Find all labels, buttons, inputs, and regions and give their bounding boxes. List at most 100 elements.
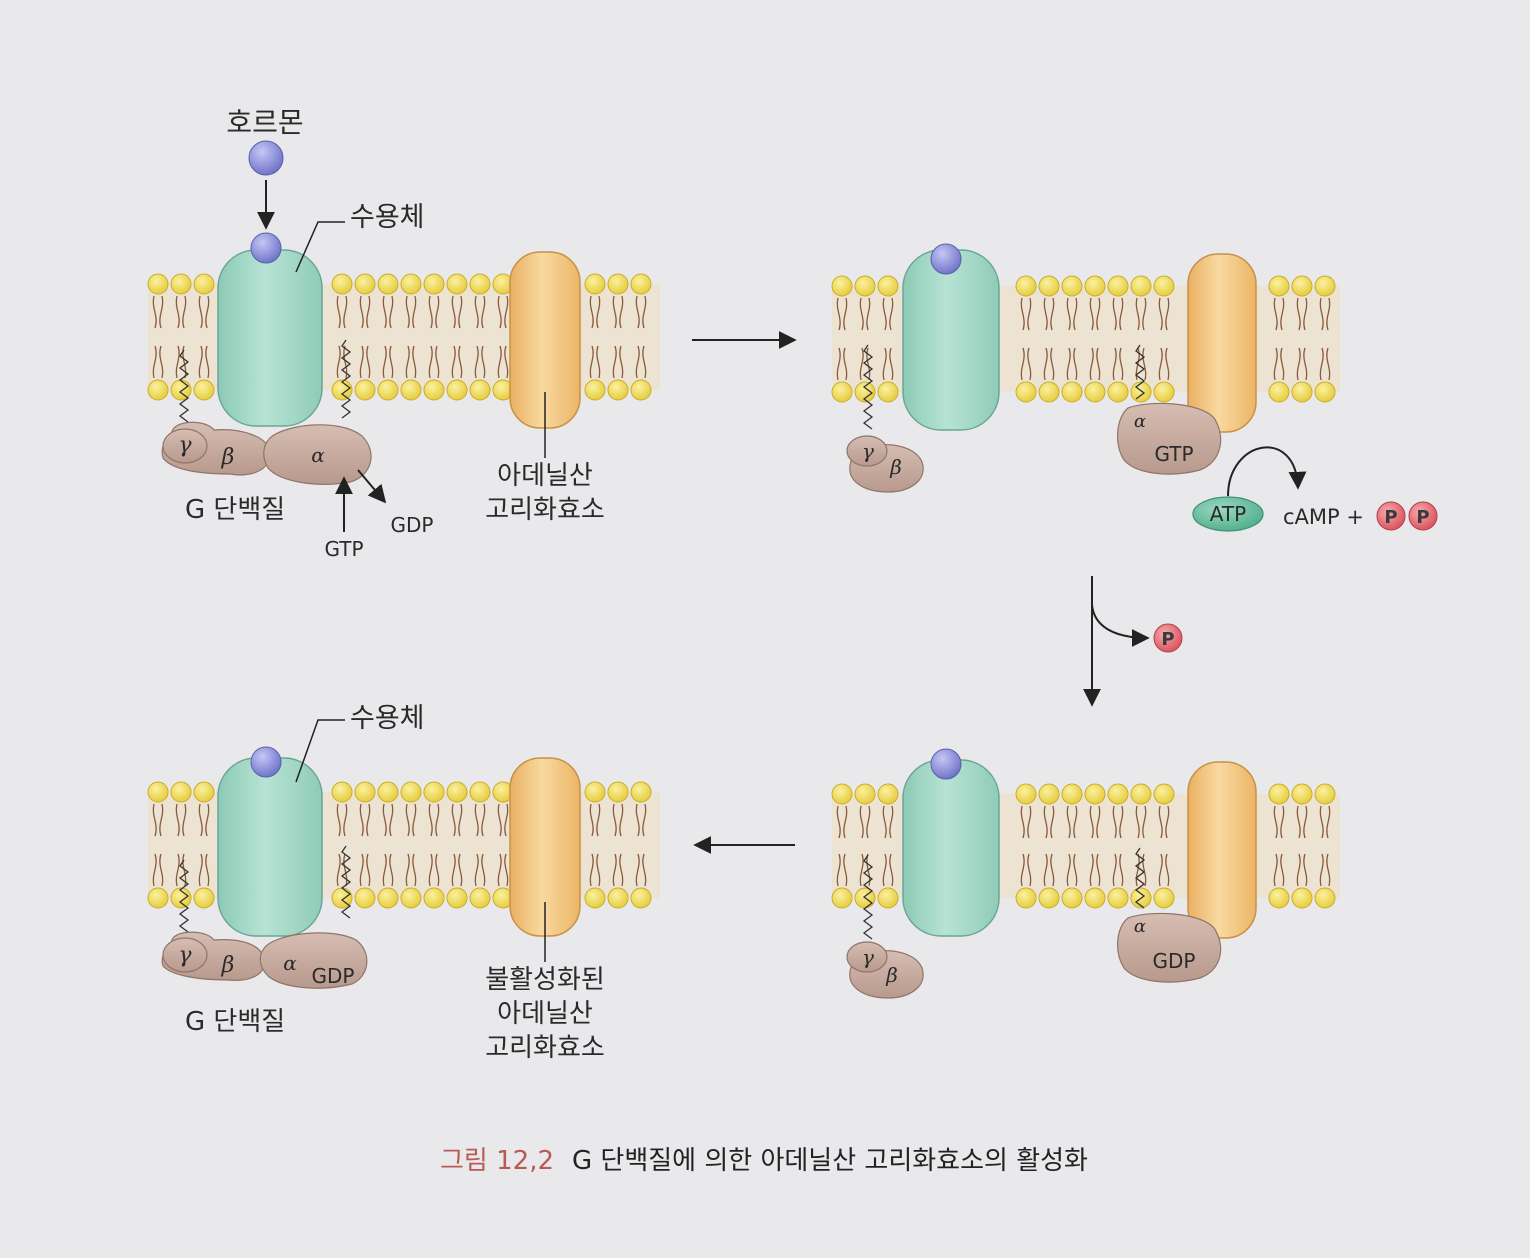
receptor bbox=[217, 757, 323, 937]
lipid-head bbox=[877, 275, 899, 297]
lipid-head bbox=[377, 781, 399, 803]
receptor-leader-line bbox=[295, 221, 345, 273]
lipid-head bbox=[354, 887, 376, 909]
lipid-head bbox=[1084, 275, 1106, 297]
lipid-tails bbox=[1296, 297, 1308, 381]
hormone-bound bbox=[930, 243, 962, 275]
lipid-head bbox=[147, 273, 169, 295]
gdp-label: GDP bbox=[1153, 949, 1196, 973]
lipid-head bbox=[1130, 783, 1152, 805]
g-alpha-subunit bbox=[1117, 912, 1222, 983]
lipid-head bbox=[354, 273, 376, 295]
lipid-head bbox=[377, 273, 399, 295]
lipid-head bbox=[1084, 783, 1106, 805]
lipid-head bbox=[1015, 887, 1037, 909]
atp-conversion-arrow bbox=[1227, 446, 1307, 497]
lipid-tails bbox=[836, 805, 848, 887]
alpha-label: α bbox=[1134, 411, 1146, 432]
g-alpha-subunit bbox=[1117, 402, 1222, 475]
atp-molecule bbox=[1192, 496, 1264, 532]
beta-label: β bbox=[885, 963, 898, 987]
lipid-tails bbox=[589, 803, 601, 887]
gamma-label: γ bbox=[178, 433, 192, 458]
lipid-tails bbox=[198, 295, 210, 379]
lipid-tails bbox=[1158, 297, 1170, 381]
enzyme-label-line3: 고리화효소 bbox=[485, 1033, 605, 1063]
lipid-tails bbox=[175, 295, 187, 379]
lipid-head bbox=[831, 275, 853, 297]
lipid-head bbox=[446, 379, 468, 401]
lipid-head bbox=[877, 381, 899, 403]
gamma-label: γ bbox=[178, 943, 192, 968]
lipid-head bbox=[1153, 783, 1175, 805]
lipid-head bbox=[469, 273, 491, 295]
lipid-tails bbox=[1273, 805, 1285, 887]
lipid-head bbox=[607, 887, 629, 909]
lipid-tails bbox=[359, 803, 371, 887]
lipid-head bbox=[1314, 275, 1336, 297]
lipid-head bbox=[170, 781, 192, 803]
lipid-tails bbox=[1158, 805, 1170, 887]
lipid-head bbox=[584, 273, 606, 295]
lipid-head bbox=[1107, 275, 1129, 297]
g-protein-label: G 단백질 bbox=[185, 1007, 285, 1037]
lipid-tails bbox=[612, 803, 624, 887]
lipid-head bbox=[1084, 381, 1106, 403]
lipid-head bbox=[147, 781, 169, 803]
lipid-tails bbox=[1135, 297, 1147, 381]
lipid-head bbox=[1153, 887, 1175, 909]
alpha-anchor bbox=[340, 339, 352, 419]
lipid-head bbox=[331, 781, 353, 803]
lipid-head bbox=[354, 781, 376, 803]
receptor-label: 수용체 bbox=[350, 202, 425, 233]
gamma-label: γ bbox=[862, 439, 874, 463]
lipid-tails bbox=[451, 803, 463, 887]
lipid-tails bbox=[175, 803, 187, 887]
gamma-anchor bbox=[178, 859, 190, 933]
lipid-tails bbox=[497, 295, 509, 379]
lipid-tails bbox=[1089, 805, 1101, 887]
enzyme-label-line2: 고리화효소 bbox=[485, 495, 605, 525]
receptor bbox=[217, 249, 323, 427]
gamma-anchor bbox=[862, 344, 874, 430]
panel-bottom-right: γ β α GDP bbox=[846, 748, 1257, 999]
pyrophosphate-p2-label: P bbox=[1416, 507, 1429, 528]
lipid-head bbox=[1268, 783, 1290, 805]
lipid-head bbox=[630, 781, 652, 803]
lipid-head bbox=[854, 783, 876, 805]
gtp-label: GTP bbox=[1154, 442, 1193, 466]
camp-label: cAMP + bbox=[1283, 505, 1364, 529]
lipid-head bbox=[1084, 887, 1106, 909]
lipid-head bbox=[584, 379, 606, 401]
lipid-head bbox=[1130, 381, 1152, 403]
lipid-head bbox=[400, 379, 422, 401]
hormone-free bbox=[248, 140, 284, 176]
lipid-head bbox=[1291, 275, 1313, 297]
lipid-tails bbox=[1020, 297, 1032, 381]
lipid-tails bbox=[1066, 297, 1078, 381]
lipid-tails bbox=[1043, 805, 1055, 887]
lipid-head bbox=[630, 379, 652, 401]
enzyme-label-line1: 불활성화된 bbox=[485, 965, 605, 995]
enzyme-label-line2: 아데닐산 bbox=[497, 999, 593, 1029]
lipid-head bbox=[1153, 381, 1175, 403]
lipid-head bbox=[1314, 783, 1336, 805]
phosphate-release-arrow bbox=[1091, 604, 1150, 647]
enzyme-label-line1: 아데닐산 bbox=[497, 461, 593, 491]
lipid-head bbox=[1038, 275, 1060, 297]
adenylate-cyclase bbox=[1187, 761, 1257, 939]
lipid-head bbox=[400, 887, 422, 909]
lipid-head bbox=[1268, 887, 1290, 909]
panel-top-right: γ β α GTP ATP cAMP + P P bbox=[846, 243, 1438, 532]
alpha-anchor bbox=[1134, 847, 1146, 909]
lipid-head bbox=[354, 379, 376, 401]
lipid-head bbox=[1314, 381, 1336, 403]
lipid-head bbox=[854, 381, 876, 403]
beta-label: β bbox=[221, 445, 235, 470]
pyrophosphate-p1 bbox=[1376, 501, 1406, 531]
receptor-label: 수용체 bbox=[350, 703, 425, 734]
lipid-head bbox=[1015, 381, 1037, 403]
lipid-tails bbox=[359, 295, 371, 379]
lipid-head bbox=[400, 781, 422, 803]
